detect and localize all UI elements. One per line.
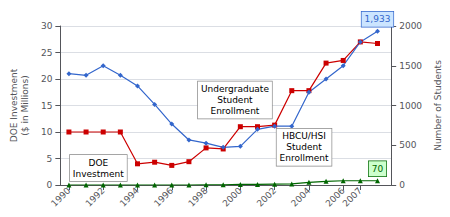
svg-text:Undergraduate: Undergraduate [201, 84, 269, 94]
svg-text:10: 10 [41, 127, 53, 137]
svg-text:2007: 2007 [341, 185, 364, 208]
svg-text:30: 30 [41, 21, 53, 31]
svg-text:70: 70 [372, 164, 384, 174]
svg-text:Student: Student [286, 142, 322, 152]
svg-text:($ in Millions): ($ in Millions) [20, 75, 30, 135]
svg-text:20: 20 [41, 74, 53, 84]
svg-text:0: 0 [47, 180, 53, 190]
svg-text:Enrollment: Enrollment [280, 153, 329, 163]
svg-text:1990: 1990 [49, 185, 72, 208]
svg-text:25: 25 [41, 48, 52, 58]
svg-text:5: 5 [47, 154, 53, 164]
svg-text:1994: 1994 [118, 185, 141, 208]
svg-text:DOE: DOE [88, 158, 108, 168]
svg-text:DOE Investment: DOE Investment [9, 68, 19, 142]
svg-text:HBCU/HSI: HBCU/HSI [282, 131, 326, 141]
svg-text:Number of Students: Number of Students [433, 60, 443, 151]
svg-text:2004: 2004 [289, 185, 312, 208]
svg-text:1,933: 1,933 [365, 14, 391, 24]
svg-text:500: 500 [399, 140, 416, 150]
svg-text:Student: Student [217, 95, 253, 105]
svg-text:2000: 2000 [399, 21, 422, 31]
svg-text:2000: 2000 [221, 185, 244, 208]
svg-text:2006: 2006 [323, 185, 347, 209]
svg-text:1998: 1998 [186, 185, 209, 208]
svg-text:0: 0 [399, 180, 405, 190]
svg-text:Investment: Investment [73, 169, 124, 179]
svg-text:1996: 1996 [152, 185, 175, 208]
svg-text:1500: 1500 [399, 61, 422, 71]
svg-text:2002: 2002 [255, 185, 278, 208]
svg-text:1992: 1992 [83, 185, 106, 208]
svg-text:15: 15 [41, 101, 52, 111]
svg-text:Enrollment: Enrollment [210, 106, 259, 116]
svg-text:1000: 1000 [399, 101, 422, 111]
